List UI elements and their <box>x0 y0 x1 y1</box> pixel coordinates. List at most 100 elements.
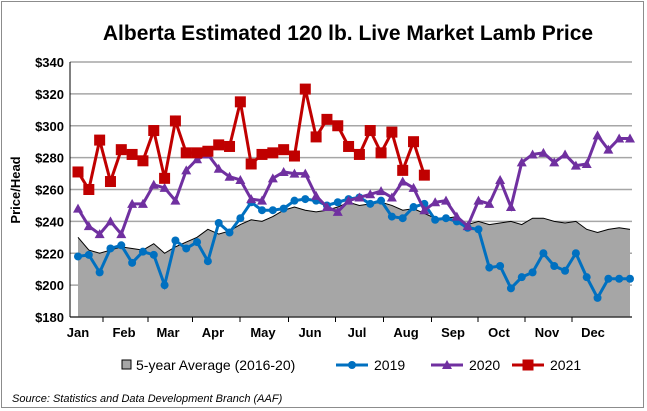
data-point <box>527 149 538 159</box>
data-point <box>549 157 560 167</box>
data-point <box>321 202 332 212</box>
x-tick-label: Aug <box>393 325 418 340</box>
data-point <box>451 211 462 221</box>
data-point <box>105 216 116 226</box>
x-tick-label: Sep <box>441 325 465 340</box>
x-tick-label: Nov <box>535 325 560 340</box>
data-point <box>127 198 138 208</box>
data-point <box>409 203 418 212</box>
data-point <box>398 214 407 223</box>
data-point <box>73 203 83 213</box>
data-point <box>560 149 571 159</box>
data-point <box>126 148 138 160</box>
data-point <box>224 171 235 181</box>
data-point <box>235 174 246 184</box>
data-point <box>257 195 267 205</box>
data-point <box>442 214 450 223</box>
legend-item: 2019 <box>336 357 405 373</box>
data-point <box>615 274 624 283</box>
data-point <box>72 166 84 178</box>
y-tick-label: $300 <box>35 119 64 134</box>
data-point <box>289 168 300 178</box>
data-point <box>462 221 473 231</box>
chart-title: Alberta Estimated 120 lb. Live Market La… <box>103 22 593 45</box>
data-point <box>431 215 440 224</box>
data-point <box>159 182 170 192</box>
data-point <box>299 83 311 95</box>
data-point <box>474 225 483 234</box>
data-point <box>128 258 137 267</box>
data-point <box>160 281 169 290</box>
y-tick-label: $180 <box>35 310 64 325</box>
data-point <box>203 257 212 266</box>
legend-label: 5-year Average (2016-20) <box>136 357 295 373</box>
data-point <box>258 206 266 215</box>
data-point <box>159 172 171 184</box>
data-point <box>495 174 506 184</box>
legend-label: 2020 <box>469 357 500 373</box>
x-tick-label: Dec <box>581 325 605 340</box>
x-tick-label: Jan <box>67 325 89 340</box>
data-point <box>430 197 441 207</box>
data-point <box>561 266 570 275</box>
data-point <box>84 250 93 259</box>
data-point <box>386 126 398 138</box>
data-point <box>301 195 310 204</box>
data-point <box>95 268 104 277</box>
series-2021 <box>72 83 430 195</box>
data-point <box>148 179 159 189</box>
y-tick-label: $220 <box>35 246 64 261</box>
data-point <box>593 293 602 302</box>
legend-item: 2021 <box>512 357 581 373</box>
data-point <box>442 360 452 369</box>
data-point <box>496 262 505 270</box>
data-point <box>321 113 333 125</box>
data-point <box>267 147 279 159</box>
data-point <box>343 140 355 152</box>
data-point <box>516 157 527 167</box>
data-point <box>364 125 376 137</box>
data-point <box>193 238 202 247</box>
data-point <box>74 252 82 261</box>
data-point <box>348 361 356 369</box>
x-tick-label: Oct <box>488 325 510 340</box>
data-point <box>311 190 322 200</box>
data-point <box>485 263 494 272</box>
y-tick-label: $340 <box>35 55 64 70</box>
data-point <box>418 169 430 181</box>
data-point <box>137 155 149 167</box>
x-tick-label: Mar <box>156 325 179 340</box>
data-point <box>267 173 278 183</box>
data-point <box>180 147 192 159</box>
data-point <box>169 115 181 127</box>
data-point <box>354 192 365 202</box>
data-point <box>332 120 344 132</box>
data-point <box>214 218 223 227</box>
data-point <box>366 199 375 208</box>
data-point <box>106 244 115 253</box>
y-tick-label: $240 <box>35 214 64 229</box>
data-point <box>353 148 365 160</box>
data-point <box>116 229 127 239</box>
data-point <box>484 198 495 208</box>
data-point <box>225 228 234 237</box>
data-point <box>604 274 613 283</box>
y-tick-label: $260 <box>35 183 64 198</box>
data-point <box>375 147 387 159</box>
data-point <box>170 195 181 205</box>
data-point <box>213 139 225 151</box>
data-point <box>83 221 94 231</box>
data-point <box>137 198 148 208</box>
x-tick-label: Jul <box>348 325 367 340</box>
data-point <box>522 359 534 371</box>
data-point <box>310 131 322 143</box>
data-point <box>419 205 430 215</box>
y-tick-label: $320 <box>35 87 64 102</box>
data-point <box>191 147 203 159</box>
data-point <box>626 274 634 283</box>
data-point <box>397 176 408 186</box>
data-point <box>181 165 192 175</box>
x-tick-label: Feb <box>112 325 135 340</box>
data-point <box>539 249 548 258</box>
